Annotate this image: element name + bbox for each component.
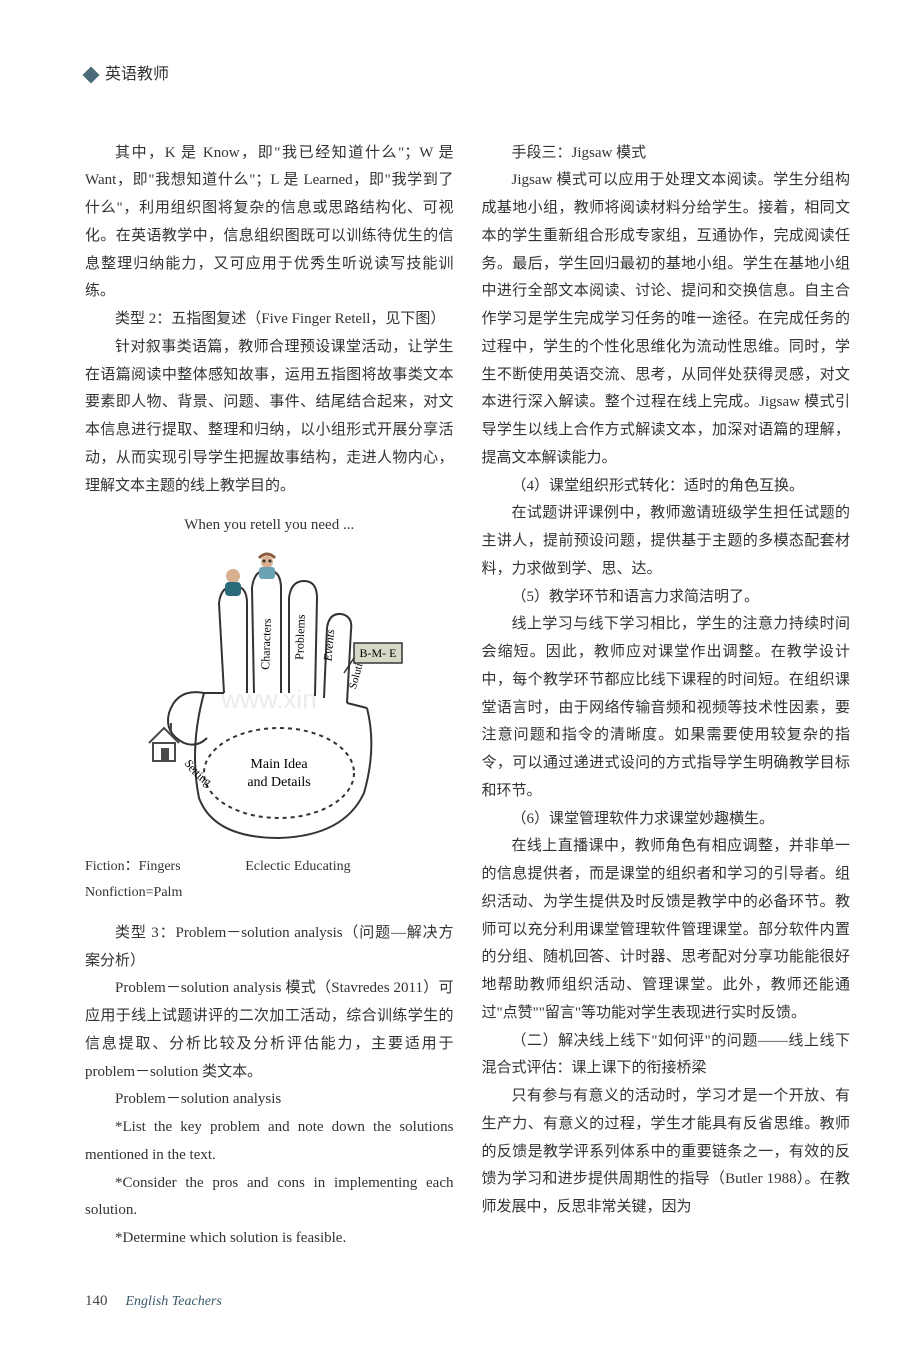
fig-cap-fiction: Fiction：Fingers	[85, 854, 182, 880]
psa-item-1: *List the key problem and note down the …	[85, 1114, 454, 1170]
figure-caption-row: Fiction：Fingers Nonfiction=Palm Eclectic…	[85, 854, 454, 906]
person1-icon	[225, 569, 241, 596]
bme-label: B-M- E	[360, 646, 397, 660]
type3-title: 类型 3：Problem－solution analysis（问题—解决方案分析…	[85, 920, 454, 976]
watermark-text: www.xin	[221, 684, 317, 714]
finger-label-events: Events	[321, 628, 338, 662]
psa-heading: Problem－solution analysis	[85, 1086, 454, 1114]
figure-right-caption: Eclectic Educating	[182, 854, 453, 906]
para-4: 在试题讲评课例中，教师邀请班级学生担任试题的主讲人，提前预设问题，提供基于主题的…	[482, 500, 851, 583]
finger-label-characters: Characters	[258, 618, 274, 670]
para-kwl: 其中，K 是 Know，即"我已经知道什么"；W 是 Want，即"我想知道什么…	[85, 140, 454, 307]
figure-left-caption: Fiction：Fingers Nonfiction=Palm	[85, 854, 182, 906]
para-6: 在线上直播课中，教师角色有相应调整，并非单一的信息提供者，而是课堂的组织者和学习…	[482, 833, 851, 1027]
left-column: 其中，K 是 Know，即"我已经知道什么"；W 是 Want，即"我想知道什么…	[85, 140, 454, 1253]
figure-title: When you retell you need ...	[85, 512, 454, 540]
palm-text-2: and Details	[248, 775, 311, 790]
header-diamond-icon	[83, 66, 100, 83]
type2-body: 针对叙事类语篇，教师合理预设课堂活动，让学生在语篇阅读中整体感知故事，运用五指图…	[85, 334, 454, 501]
psa-item-2: *Consider the pros and cons in implement…	[85, 1170, 454, 1226]
hand-diagram-svg: www.xin	[129, 548, 409, 848]
type2-title: 类型 2：五指图复述（Five Finger Retell，见下图）	[85, 306, 454, 334]
heading-6: （6）课堂管理软件力求课堂妙趣横生。	[482, 806, 851, 834]
setting-label: Setting	[182, 757, 215, 789]
type3-body: Problem－solution analysis 模式（Stavredes 2…	[85, 975, 454, 1086]
fig-cap-nonfiction: Nonfiction=Palm	[85, 880, 182, 906]
heading-4: （4）课堂组织形式转化：适时的角色互换。	[482, 473, 851, 501]
finger-label-problems: Problems	[292, 614, 308, 660]
five-finger-figure: When you retell you need ... www.xin	[85, 512, 454, 906]
person2-icon	[259, 554, 275, 579]
house-icon	[149, 723, 179, 761]
section-2-body: 只有参与有意义的活动时，学习才是一个开放、有生产力、有意义的过程，学生才能具有反…	[482, 1083, 851, 1222]
para-5: 线上学习与线下学习相比，学生的注意力持续时间会缩短。因此，教师应对课堂作出调整。…	[482, 611, 851, 805]
palm-text-1: Main Idea	[251, 757, 309, 772]
main-columns: 其中，K 是 Know，即"我已经知道什么"；W 是 Want，即"我想知道什么…	[85, 140, 850, 1253]
journal-name: 英语教师	[105, 60, 169, 90]
psa-item-3: *Determine which solution is feasible.	[85, 1225, 454, 1253]
means3-body: Jigsaw 模式可以应用于处理文本阅读。学生分组构成基地小组，教师将阅读材料分…	[482, 167, 851, 472]
heading-5: （5）教学环节和语言力求简洁明了。	[482, 584, 851, 612]
page-header: 英语教师	[85, 60, 850, 90]
right-column: 手段三：Jigsaw 模式 Jigsaw 模式可以应用于处理文本阅读。学生分组构…	[482, 140, 851, 1253]
means3-title: 手段三：Jigsaw 模式	[482, 140, 851, 168]
section-2-title: （二）解决线上线下"如何评"的问题——线上线下混合式评估：课上课下的衔接桥梁	[482, 1028, 851, 1084]
